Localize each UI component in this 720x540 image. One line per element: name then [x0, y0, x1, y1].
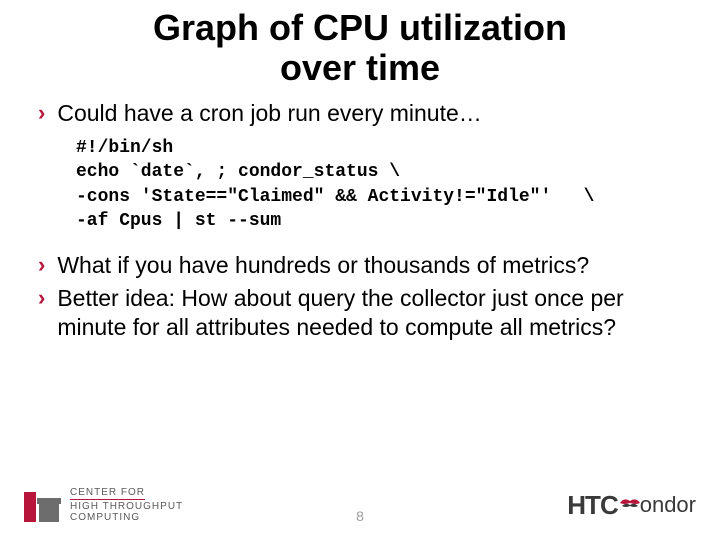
- logo-htcondor: HTC ondor: [567, 490, 696, 521]
- bullet-text: Could have a cron job run every minute…: [57, 99, 481, 128]
- bullet-text: Better idea: How about query the collect…: [57, 284, 682, 342]
- slide-body: › Could have a cron job run every minute…: [20, 99, 700, 341]
- chevron-icon: ›: [38, 99, 45, 128]
- condor-bird-icon: [618, 493, 642, 517]
- logo-line2: HIGH THROUGHPUT COMPUTING: [70, 501, 183, 523]
- bullet-item: › What if you have hundreds or thousands…: [38, 251, 682, 280]
- code-line: echo `date`, ; condor_status \: [76, 162, 400, 182]
- bullet-item: › Better idea: How about query the colle…: [38, 284, 682, 342]
- code-block: #!/bin/sh echo `date`, ; condor_status \…: [38, 132, 682, 251]
- title-line-2: over time: [280, 47, 440, 88]
- ht-mark-icon: [24, 488, 62, 522]
- slide-title: Graph of CPU utilization over time: [20, 0, 700, 99]
- bullet-item: › Could have a cron job run every minute…: [38, 99, 682, 128]
- logo-ondor-text: ondor: [640, 492, 696, 518]
- bullet-text: What if you have hundreds or thousands o…: [57, 251, 589, 280]
- logo-chtc: CENTER FOR HIGH THROUGHPUT COMPUTING: [24, 487, 183, 523]
- logo-chtc-text: CENTER FOR HIGH THROUGHPUT COMPUTING: [70, 487, 183, 523]
- title-line-1: Graph of CPU utilization: [153, 7, 567, 48]
- slide: Graph of CPU utilization over time › Cou…: [0, 0, 720, 540]
- code-line: #!/bin/sh: [76, 138, 173, 158]
- page-number: 8: [356, 508, 364, 524]
- logo-line1: CENTER FOR: [70, 487, 145, 500]
- code-line: -af Cpus | st --sum: [76, 211, 281, 231]
- code-line: -cons 'State=="Claimed" && Activity!="Id…: [76, 187, 594, 207]
- chevron-icon: ›: [38, 251, 45, 280]
- slide-footer: CENTER FOR HIGH THROUGHPUT COMPUTING 8 H…: [0, 478, 720, 540]
- chevron-icon: ›: [38, 284, 45, 313]
- logo-htc-text: HTC: [567, 490, 617, 521]
